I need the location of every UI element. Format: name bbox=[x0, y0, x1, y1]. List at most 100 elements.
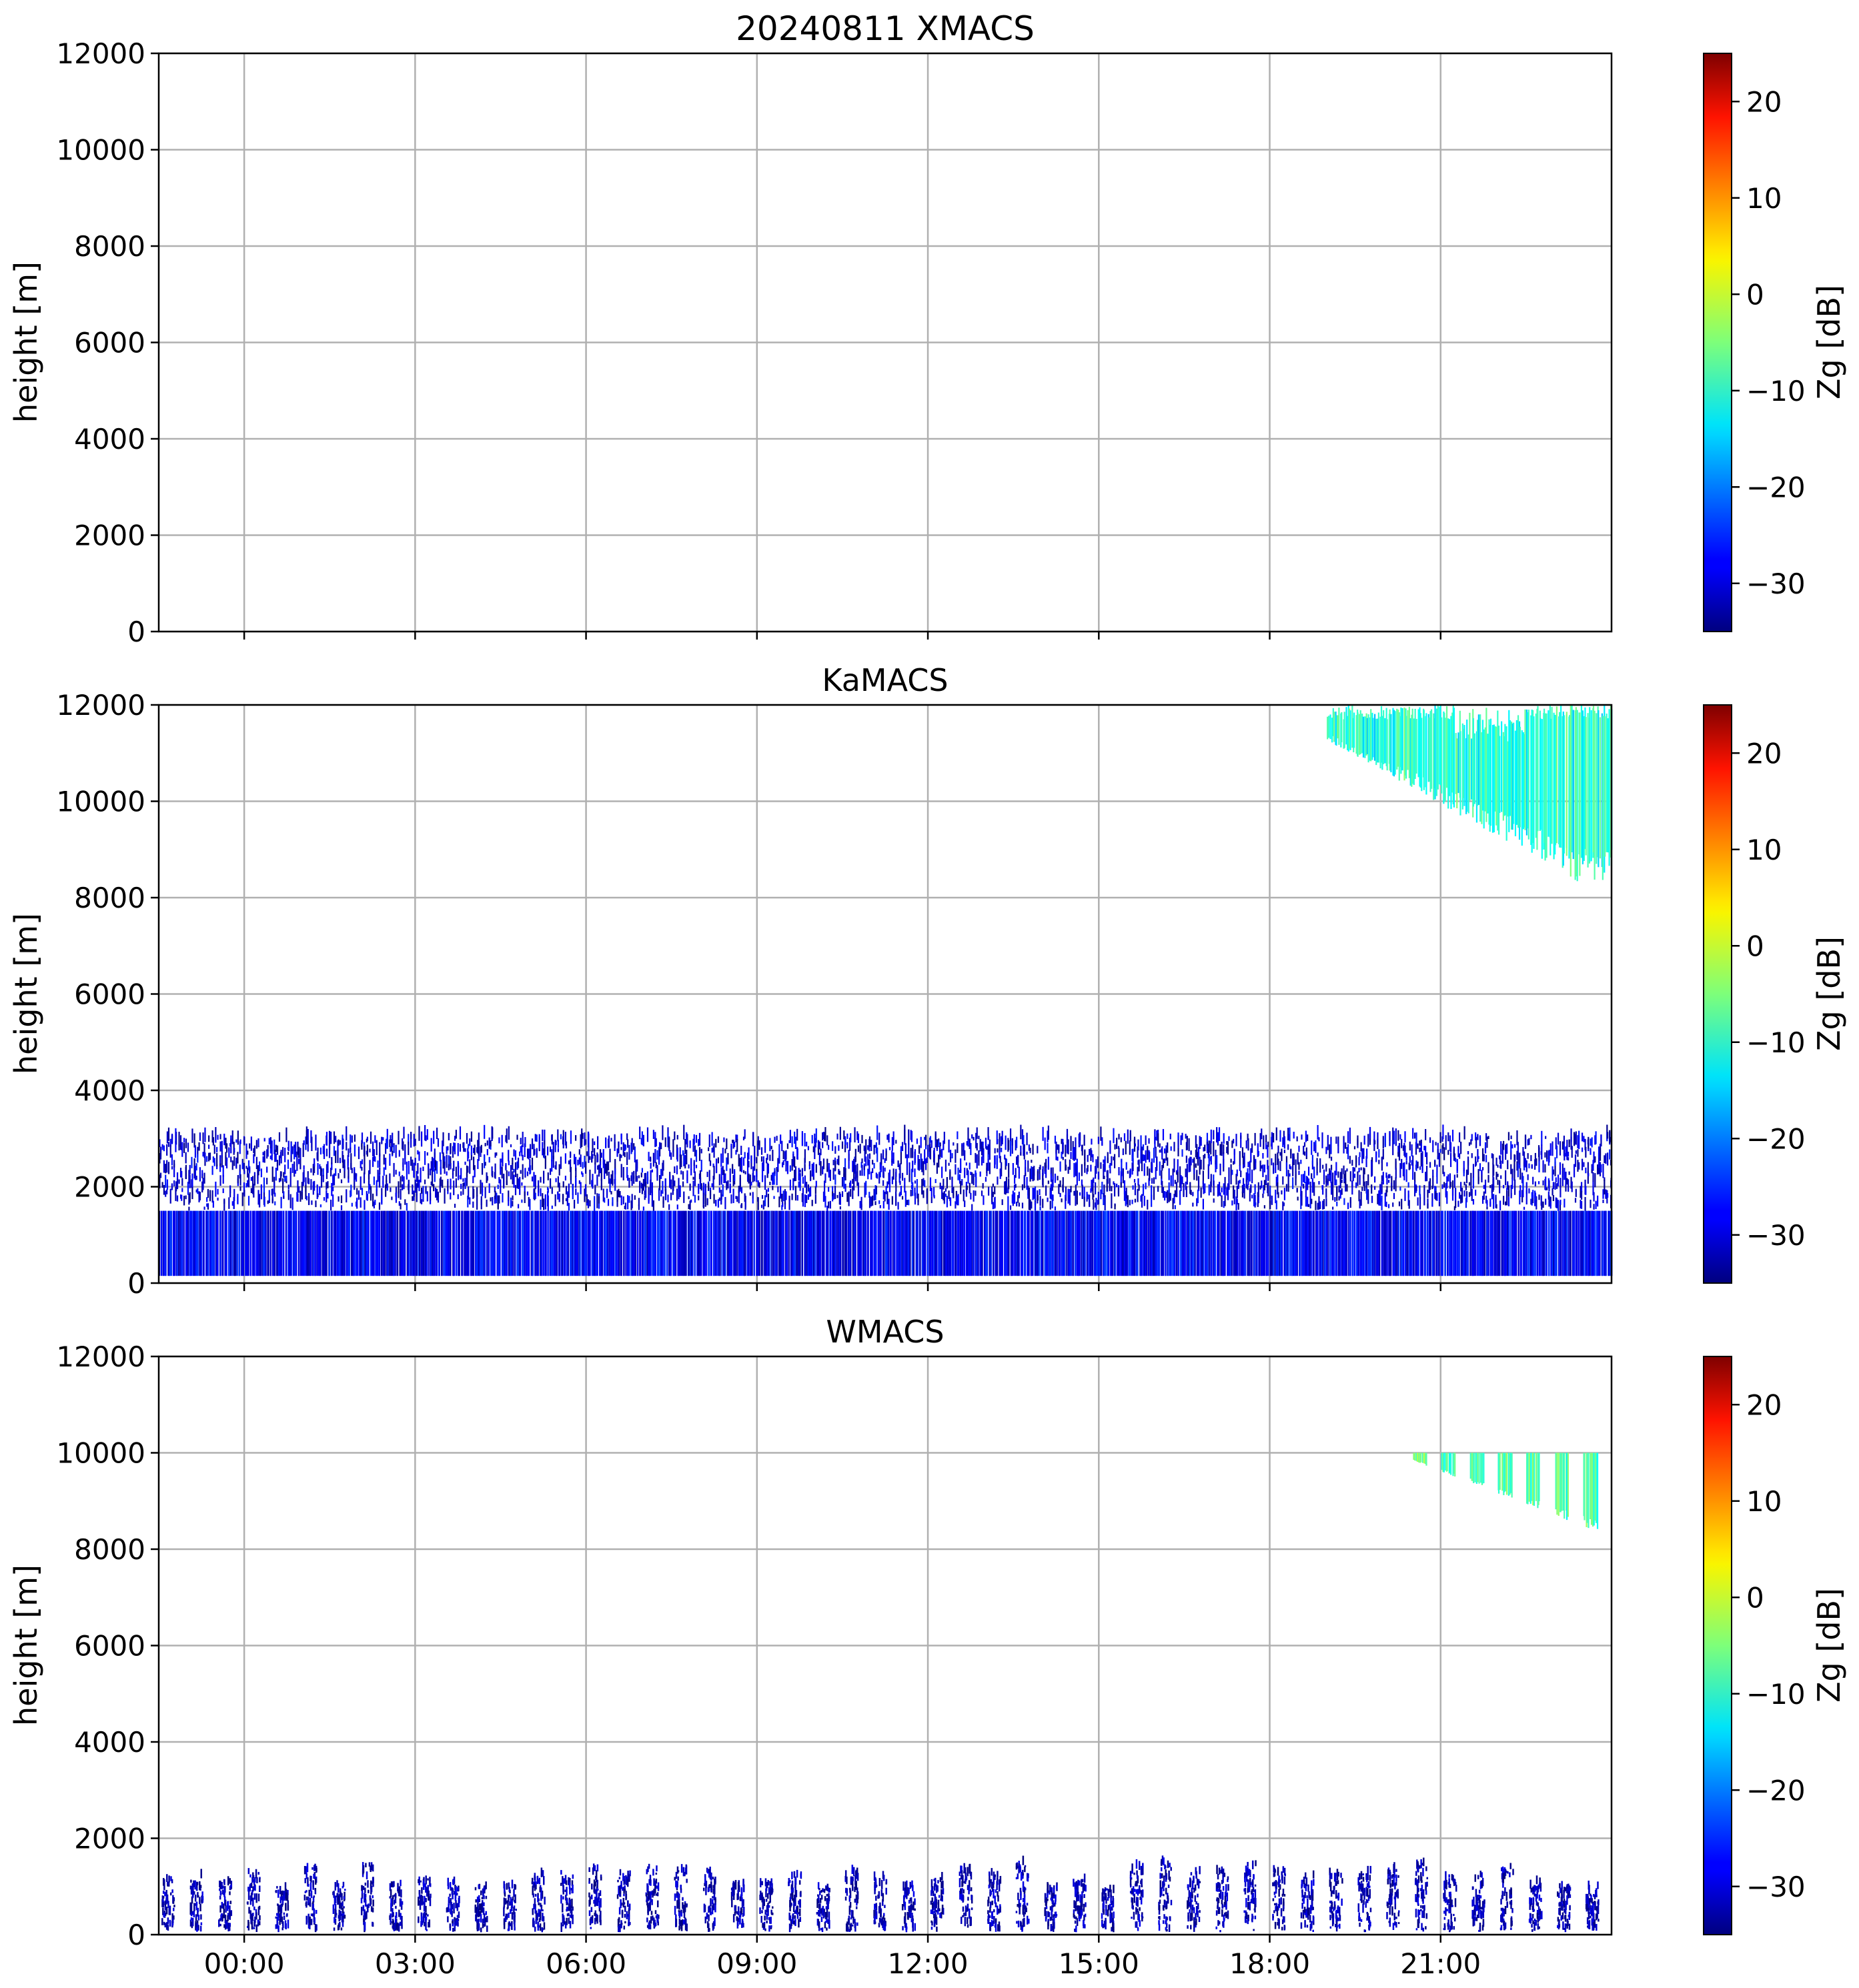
echo-pixel bbox=[1061, 1138, 1063, 1144]
echo-pixel bbox=[1509, 720, 1511, 816]
echo-pixel bbox=[623, 1210, 625, 1276]
echo-pixel bbox=[1387, 1210, 1389, 1276]
echo-pixel bbox=[506, 1128, 508, 1144]
echo-pixel bbox=[531, 1157, 534, 1170]
echo-pixel bbox=[202, 1152, 204, 1157]
echo-pixel bbox=[327, 1161, 329, 1173]
panel-title-xmacs: 20240811 XMACS bbox=[736, 9, 1035, 48]
echo-pixel bbox=[340, 1210, 342, 1276]
echo-pixel bbox=[948, 1139, 950, 1153]
echo-pixel bbox=[808, 1210, 810, 1276]
echo-pixel bbox=[769, 1138, 771, 1152]
echo-pixel bbox=[676, 1147, 678, 1162]
echo-pixel bbox=[398, 1150, 400, 1157]
echo-pixel bbox=[233, 1156, 235, 1166]
echo-pixel bbox=[425, 1135, 427, 1142]
echo-pixel bbox=[967, 1127, 969, 1140]
echo-pixel bbox=[1371, 1196, 1373, 1203]
echo-pixel bbox=[1329, 714, 1331, 740]
echo-pixel bbox=[1517, 1162, 1519, 1178]
echo-pixel bbox=[1471, 1188, 1473, 1201]
echo-pixel bbox=[906, 1210, 908, 1276]
echo-pixel bbox=[735, 1196, 737, 1199]
echo-pixel bbox=[1467, 1160, 1469, 1175]
echo-pixel bbox=[283, 1191, 285, 1199]
echo-pixel bbox=[957, 1194, 959, 1206]
echo-pixel bbox=[1298, 1145, 1300, 1152]
echo-pixel bbox=[1411, 714, 1413, 787]
echo-pixel bbox=[1539, 718, 1541, 830]
echo-pixel bbox=[1107, 1157, 1109, 1164]
echo-pixel bbox=[512, 1210, 514, 1276]
echo-pixel bbox=[486, 1178, 488, 1183]
echo-pixel bbox=[1213, 1192, 1215, 1196]
echo-pixel bbox=[303, 1170, 305, 1182]
echo-pixel bbox=[1219, 1192, 1221, 1196]
echo-pixel bbox=[708, 1210, 710, 1276]
echo-pixel bbox=[865, 1139, 867, 1154]
echo-pixel bbox=[1527, 1139, 1529, 1146]
echo-pixel bbox=[584, 1156, 586, 1168]
echo-pixel bbox=[732, 1174, 734, 1186]
echo-pixel bbox=[277, 1210, 280, 1276]
echo-pixel bbox=[606, 1210, 609, 1276]
echo-pixel bbox=[1530, 1155, 1532, 1162]
echo-pixel bbox=[358, 1190, 360, 1200]
echo-pixel bbox=[181, 1210, 183, 1276]
echo-pixel bbox=[868, 1159, 870, 1174]
echo-pixel bbox=[1397, 1152, 1399, 1157]
echo-pixel bbox=[1585, 1167, 1587, 1174]
echo-pixel bbox=[799, 1210, 801, 1276]
echo-pixel bbox=[379, 1167, 381, 1175]
echo-pixel bbox=[1272, 1162, 1275, 1174]
echo-pixel bbox=[1486, 1210, 1488, 1276]
echo-pixel bbox=[1530, 715, 1532, 846]
echo-pixel bbox=[1471, 1134, 1473, 1141]
echo-pixel bbox=[1277, 1174, 1279, 1186]
echo-pixel bbox=[1493, 1164, 1495, 1176]
echo-pixel bbox=[1206, 1210, 1208, 1276]
echo-pixel bbox=[806, 1141, 808, 1147]
echo-pixel bbox=[1118, 1167, 1120, 1176]
echo-pixel bbox=[841, 1176, 844, 1187]
echo-pixel bbox=[1467, 1151, 1469, 1154]
echo-pixel bbox=[443, 1210, 445, 1276]
echo-pixel bbox=[1398, 712, 1400, 781]
echo-pixel bbox=[594, 1154, 596, 1165]
echo-pixel bbox=[635, 1210, 637, 1276]
echo-pixel bbox=[213, 1210, 215, 1276]
echo-pixel bbox=[1524, 1134, 1527, 1149]
echo-pixel bbox=[1042, 1210, 1044, 1276]
echo-pixel bbox=[1275, 1127, 1277, 1141]
echo-pixel bbox=[711, 1132, 713, 1146]
echo-pixel bbox=[1315, 1140, 1317, 1145]
echo-pixel bbox=[1178, 1210, 1180, 1276]
echo-pixel bbox=[891, 1150, 893, 1162]
echo-pixel bbox=[1281, 1190, 1283, 1195]
echo-pixel bbox=[708, 1183, 710, 1190]
echo-pixel bbox=[320, 1204, 322, 1208]
echo-pixel bbox=[381, 1136, 383, 1144]
echo-pixel bbox=[1443, 1147, 1445, 1160]
echo-pixel bbox=[266, 1178, 268, 1184]
echo-pixel bbox=[1058, 1145, 1060, 1150]
echo-pixel bbox=[323, 1210, 325, 1276]
echo-pixel bbox=[1522, 732, 1525, 830]
echo-pixel bbox=[1459, 1153, 1461, 1159]
echo-pixel bbox=[1253, 1210, 1255, 1276]
echo-pixel bbox=[1477, 1149, 1479, 1162]
echo-pixel bbox=[1311, 1160, 1313, 1170]
echo-pixel bbox=[641, 1131, 643, 1146]
echo-pixel bbox=[432, 1210, 435, 1276]
echo-pixel bbox=[265, 1210, 267, 1276]
echo-pixel bbox=[1363, 1148, 1365, 1159]
echo-pixel bbox=[949, 1197, 952, 1206]
echo-pixel bbox=[460, 1191, 462, 1196]
echo-pixel bbox=[1208, 1140, 1210, 1153]
echo-pixel bbox=[1355, 1210, 1357, 1276]
echo-pixel bbox=[1434, 1160, 1436, 1166]
echo-pixel bbox=[431, 1171, 434, 1186]
echo-pixel bbox=[726, 1181, 728, 1190]
echo-pixel bbox=[882, 1149, 884, 1160]
